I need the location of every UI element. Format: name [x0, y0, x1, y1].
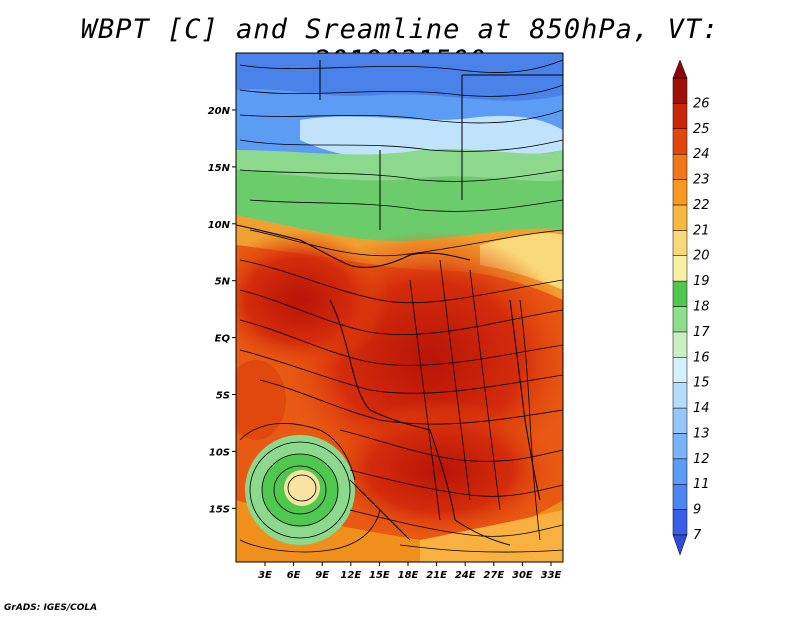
colorbar-label: 13 — [693, 426, 710, 441]
lat-tick-label: 15S — [209, 504, 230, 515]
grads-credit: GrADS: IGES/COLA — [4, 603, 98, 613]
colorbar-segment — [672, 128, 688, 155]
lon-tick-label: 3E — [258, 570, 272, 581]
colorbar-label: 25 — [693, 122, 710, 137]
wbpt-shading — [236, 53, 563, 562]
colorbar-segment — [672, 433, 688, 460]
lat-tick-label: EQ — [215, 334, 231, 345]
colorbar-label: 18 — [693, 300, 710, 315]
lon-tick-label: 15E — [369, 570, 390, 581]
latitude-axis: 20N 15N 10N 5N EQ 5S 10S 15S — [208, 106, 236, 515]
colorbar-max-arrow — [672, 59, 688, 79]
lon-tick-label: 21E — [426, 570, 447, 581]
lat-tick-label: 20N — [208, 106, 231, 117]
lon-tick-label: 24E — [455, 570, 476, 581]
colorbar-label: 17 — [693, 325, 710, 340]
colorbar-segment — [672, 357, 688, 383]
lon-tick-label: 18E — [398, 570, 419, 581]
colorbar-segment — [672, 483, 688, 510]
lat-tick-label: 5N — [215, 277, 231, 288]
colorbar-label: 20 — [693, 249, 710, 264]
colorbar-label: 22 — [693, 198, 710, 213]
lat-tick-label: 15N — [208, 163, 231, 174]
colorbar-label: 15 — [693, 376, 710, 391]
colorbar-label: 19 — [693, 274, 710, 289]
colorbar-segment — [672, 179, 688, 206]
colorbar-segment — [672, 77, 688, 104]
map-frame — [235, 52, 564, 563]
colorbar-label: 14 — [693, 401, 710, 416]
colorbar-segment — [672, 204, 688, 231]
streamlines — [239, 59, 563, 553]
colorbar-label: 11 — [693, 477, 710, 492]
colorbar: 7 9 11 12 13 14 15 16 17 18 19 20 21 22 23 24 25 26 — [672, 59, 710, 556]
colorbar-segment — [672, 509, 688, 536]
colorbar-min-arrow — [672, 534, 688, 556]
lon-tick-label: 27E — [483, 570, 504, 581]
colorbar-label: 7 — [693, 528, 702, 543]
colorbar-segment — [672, 458, 688, 485]
colorbar-segment — [672, 153, 688, 180]
colorbar-label: 9 — [693, 503, 701, 518]
country-borders — [236, 60, 563, 546]
lat-tick-label: 5S — [216, 391, 230, 402]
colorbar-segment — [672, 407, 688, 434]
lon-tick-label: 30E — [512, 570, 533, 581]
colorbar-label: 23 — [693, 173, 710, 188]
colorbar-segment — [672, 382, 688, 409]
longitude-axis: 3E 6E 9E 12E 15E 18E 21E 24E 27E 30E 33E — [258, 562, 562, 581]
colorbar-label: 26 — [693, 96, 710, 111]
colorbar-segment — [672, 255, 688, 282]
lon-tick-label: 33E — [541, 570, 562, 581]
colorbar-segment — [672, 230, 688, 256]
colorbar-label: 21 — [693, 223, 710, 238]
colorbar-label: 16 — [693, 350, 710, 365]
lon-tick-label: 9E — [315, 570, 329, 581]
lat-tick-label: 10S — [209, 447, 230, 458]
colorbar-segment — [672, 103, 688, 130]
colorbar-label: 12 — [693, 452, 710, 467]
lon-tick-label: 12E — [340, 570, 361, 581]
colorbar-segment — [672, 306, 688, 333]
colorbar-label: 24 — [693, 147, 710, 162]
colorbar-segment — [672, 331, 688, 358]
lon-tick-label: 6E — [287, 570, 301, 581]
lat-tick-label: 10N — [208, 220, 231, 231]
colorbar-segment — [672, 280, 688, 307]
